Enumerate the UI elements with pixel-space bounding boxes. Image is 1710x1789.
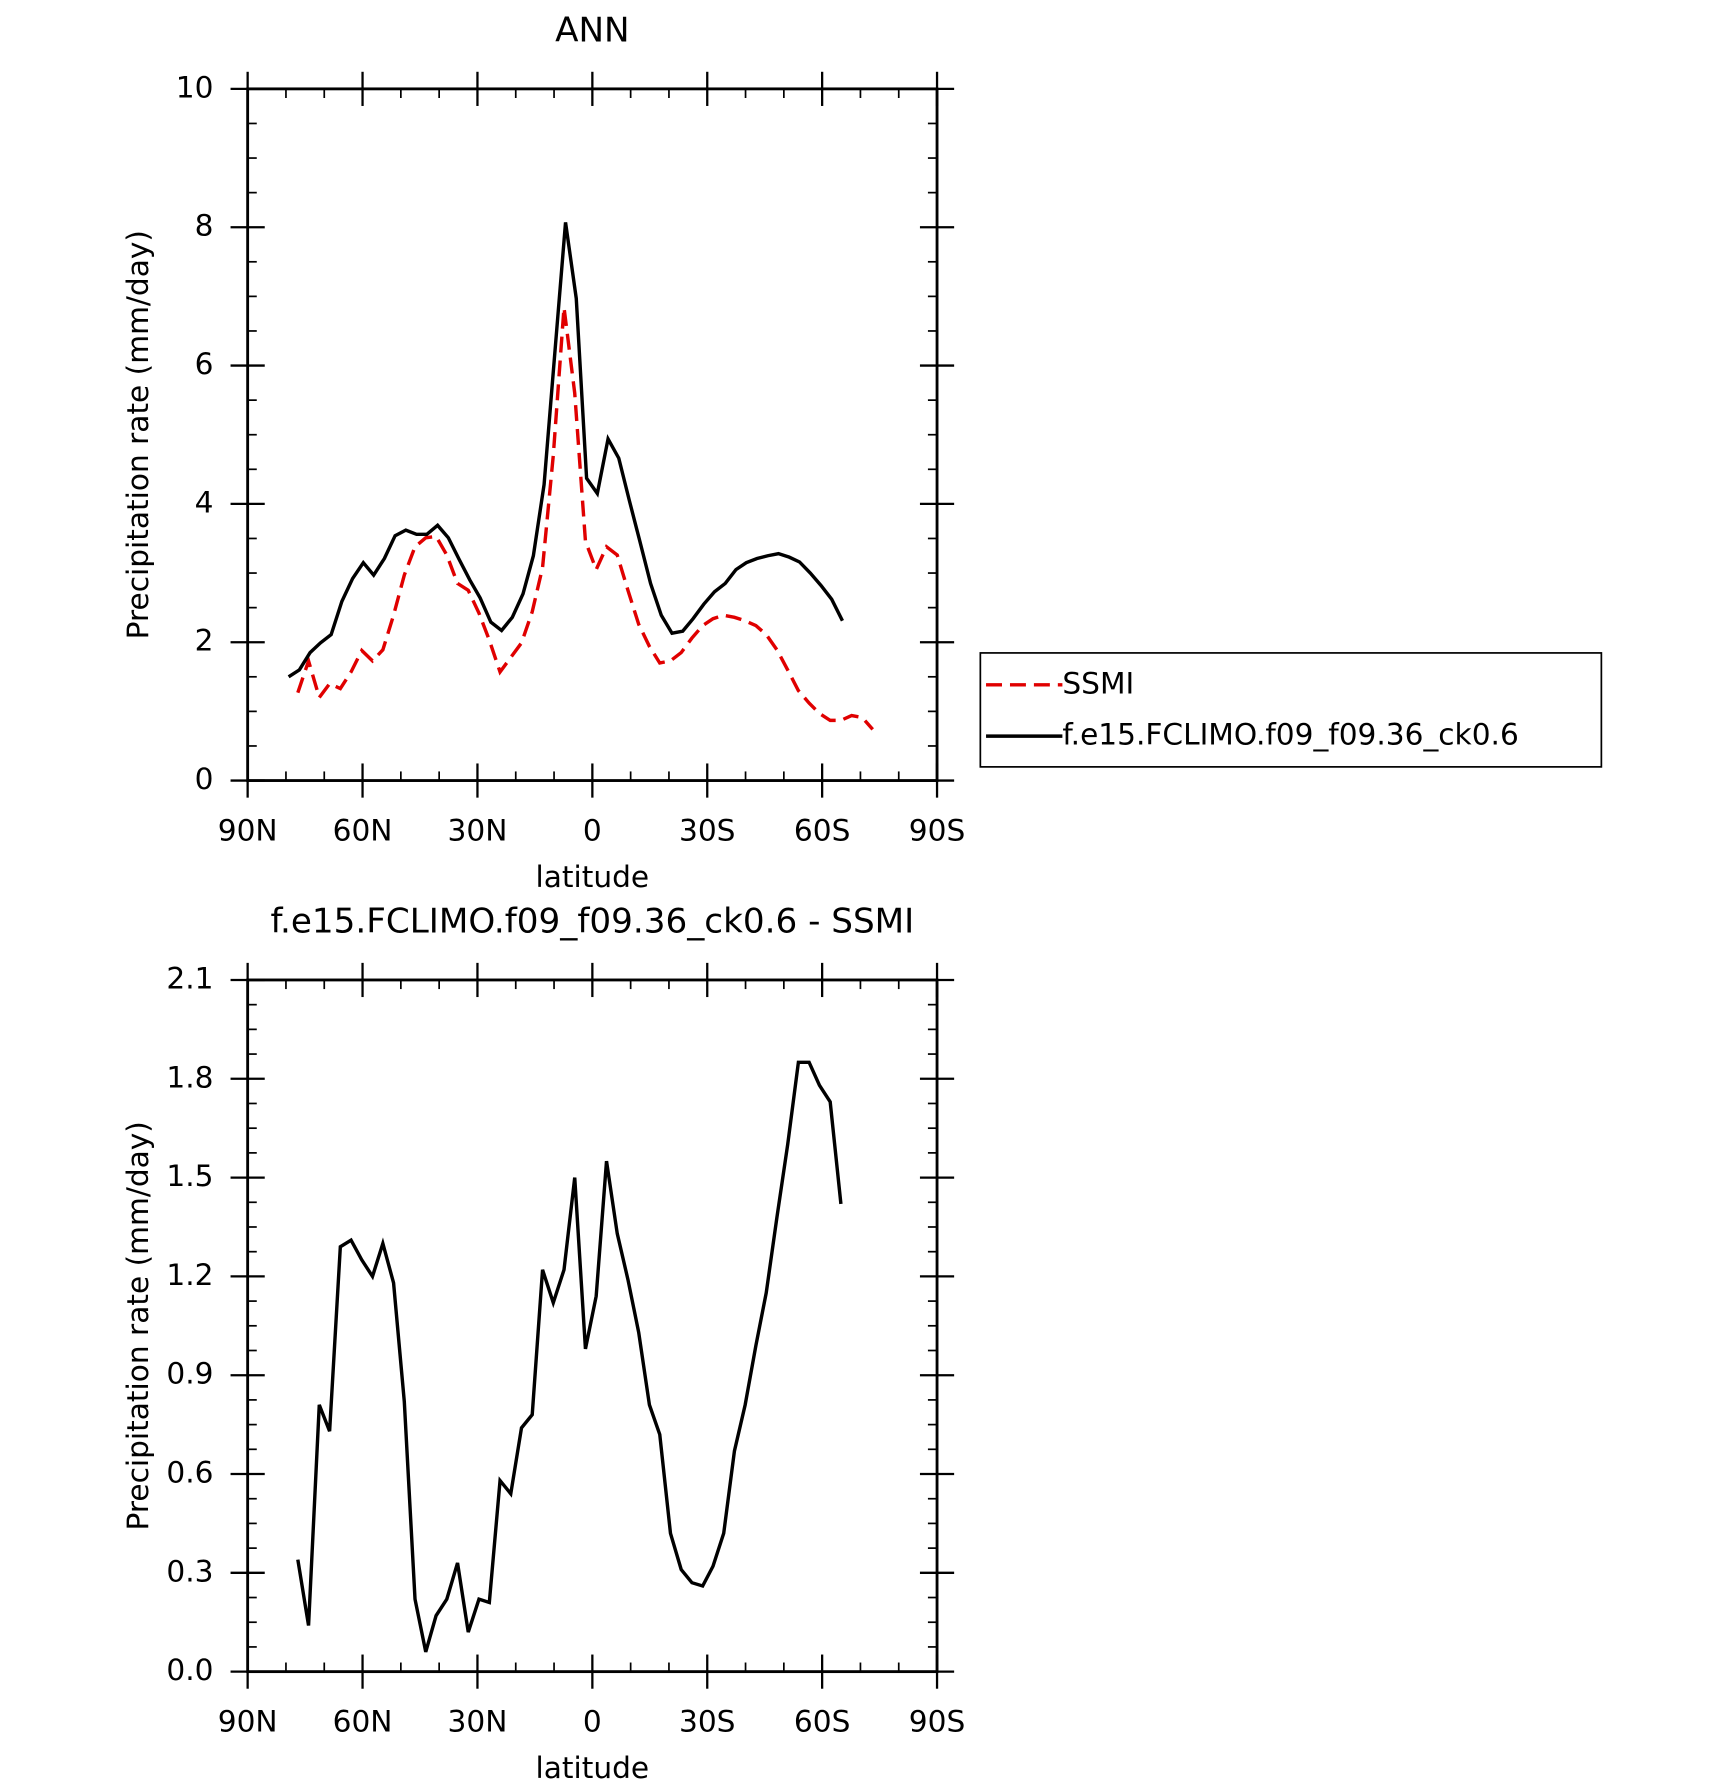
y-tick-label: 2 xyxy=(195,624,214,658)
x-tick-label: 30S xyxy=(679,813,735,847)
y-tick-label: 0.9 xyxy=(166,1357,213,1391)
data-line xyxy=(287,222,844,679)
x-tick-label: 90N xyxy=(218,1704,278,1738)
legend-label: SSMI xyxy=(1062,666,1134,700)
x-tick-label: 60N xyxy=(333,1704,393,1738)
x-tick-label: 30S xyxy=(679,1704,735,1738)
legend-box xyxy=(979,652,1603,768)
y-tick-label: 10 xyxy=(176,70,214,104)
y-tick-label: 2.1 xyxy=(166,961,213,995)
data-line xyxy=(296,1060,843,1653)
y-tick-label: 0 xyxy=(195,762,214,796)
x-tick-label: 90S xyxy=(909,1704,965,1738)
x-axis-label: latitude xyxy=(536,860,650,894)
plot-frame xyxy=(246,978,939,1674)
legend-label: f.e15.FCLIMO.f09_f09.36_ck0.6 xyxy=(1062,718,1518,752)
y-tick-label: 6 xyxy=(195,347,214,381)
y-tick-label: 1.2 xyxy=(166,1258,213,1292)
x-tick-label: 30N xyxy=(448,813,508,847)
y-axis-label: Precipitation rate (mm/day) xyxy=(121,230,155,639)
x-tick-label: 30N xyxy=(448,1704,508,1738)
x-tick-label: 90N xyxy=(218,813,278,847)
y-tick-label: 0.6 xyxy=(166,1456,213,1490)
x-tick-label: 0 xyxy=(583,1704,602,1738)
y-tick-label: 0.0 xyxy=(166,1653,213,1687)
chart-title: ANN xyxy=(555,10,630,50)
x-tick-label: 60S xyxy=(794,813,850,847)
y-tick-label: 0.3 xyxy=(166,1554,213,1588)
x-tick-label: 90S xyxy=(909,813,965,847)
y-axis-label: Precipitation rate (mm/day) xyxy=(121,1121,155,1530)
y-tick-label: 1.8 xyxy=(166,1060,213,1094)
y-tick-label: 1.5 xyxy=(166,1159,213,1193)
chart-title: f.e15.FCLIMO.f09_f09.36_ck0.6 - SSMI xyxy=(270,901,914,941)
data-line xyxy=(296,307,874,731)
plot-frame xyxy=(246,87,939,782)
y-tick-label: 4 xyxy=(195,485,214,519)
x-tick-label: 60N xyxy=(333,813,393,847)
x-axis-label: latitude xyxy=(536,1751,650,1785)
y-tick-label: 8 xyxy=(195,209,214,243)
x-tick-label: 0 xyxy=(583,813,602,847)
x-tick-label: 60S xyxy=(794,1704,850,1738)
